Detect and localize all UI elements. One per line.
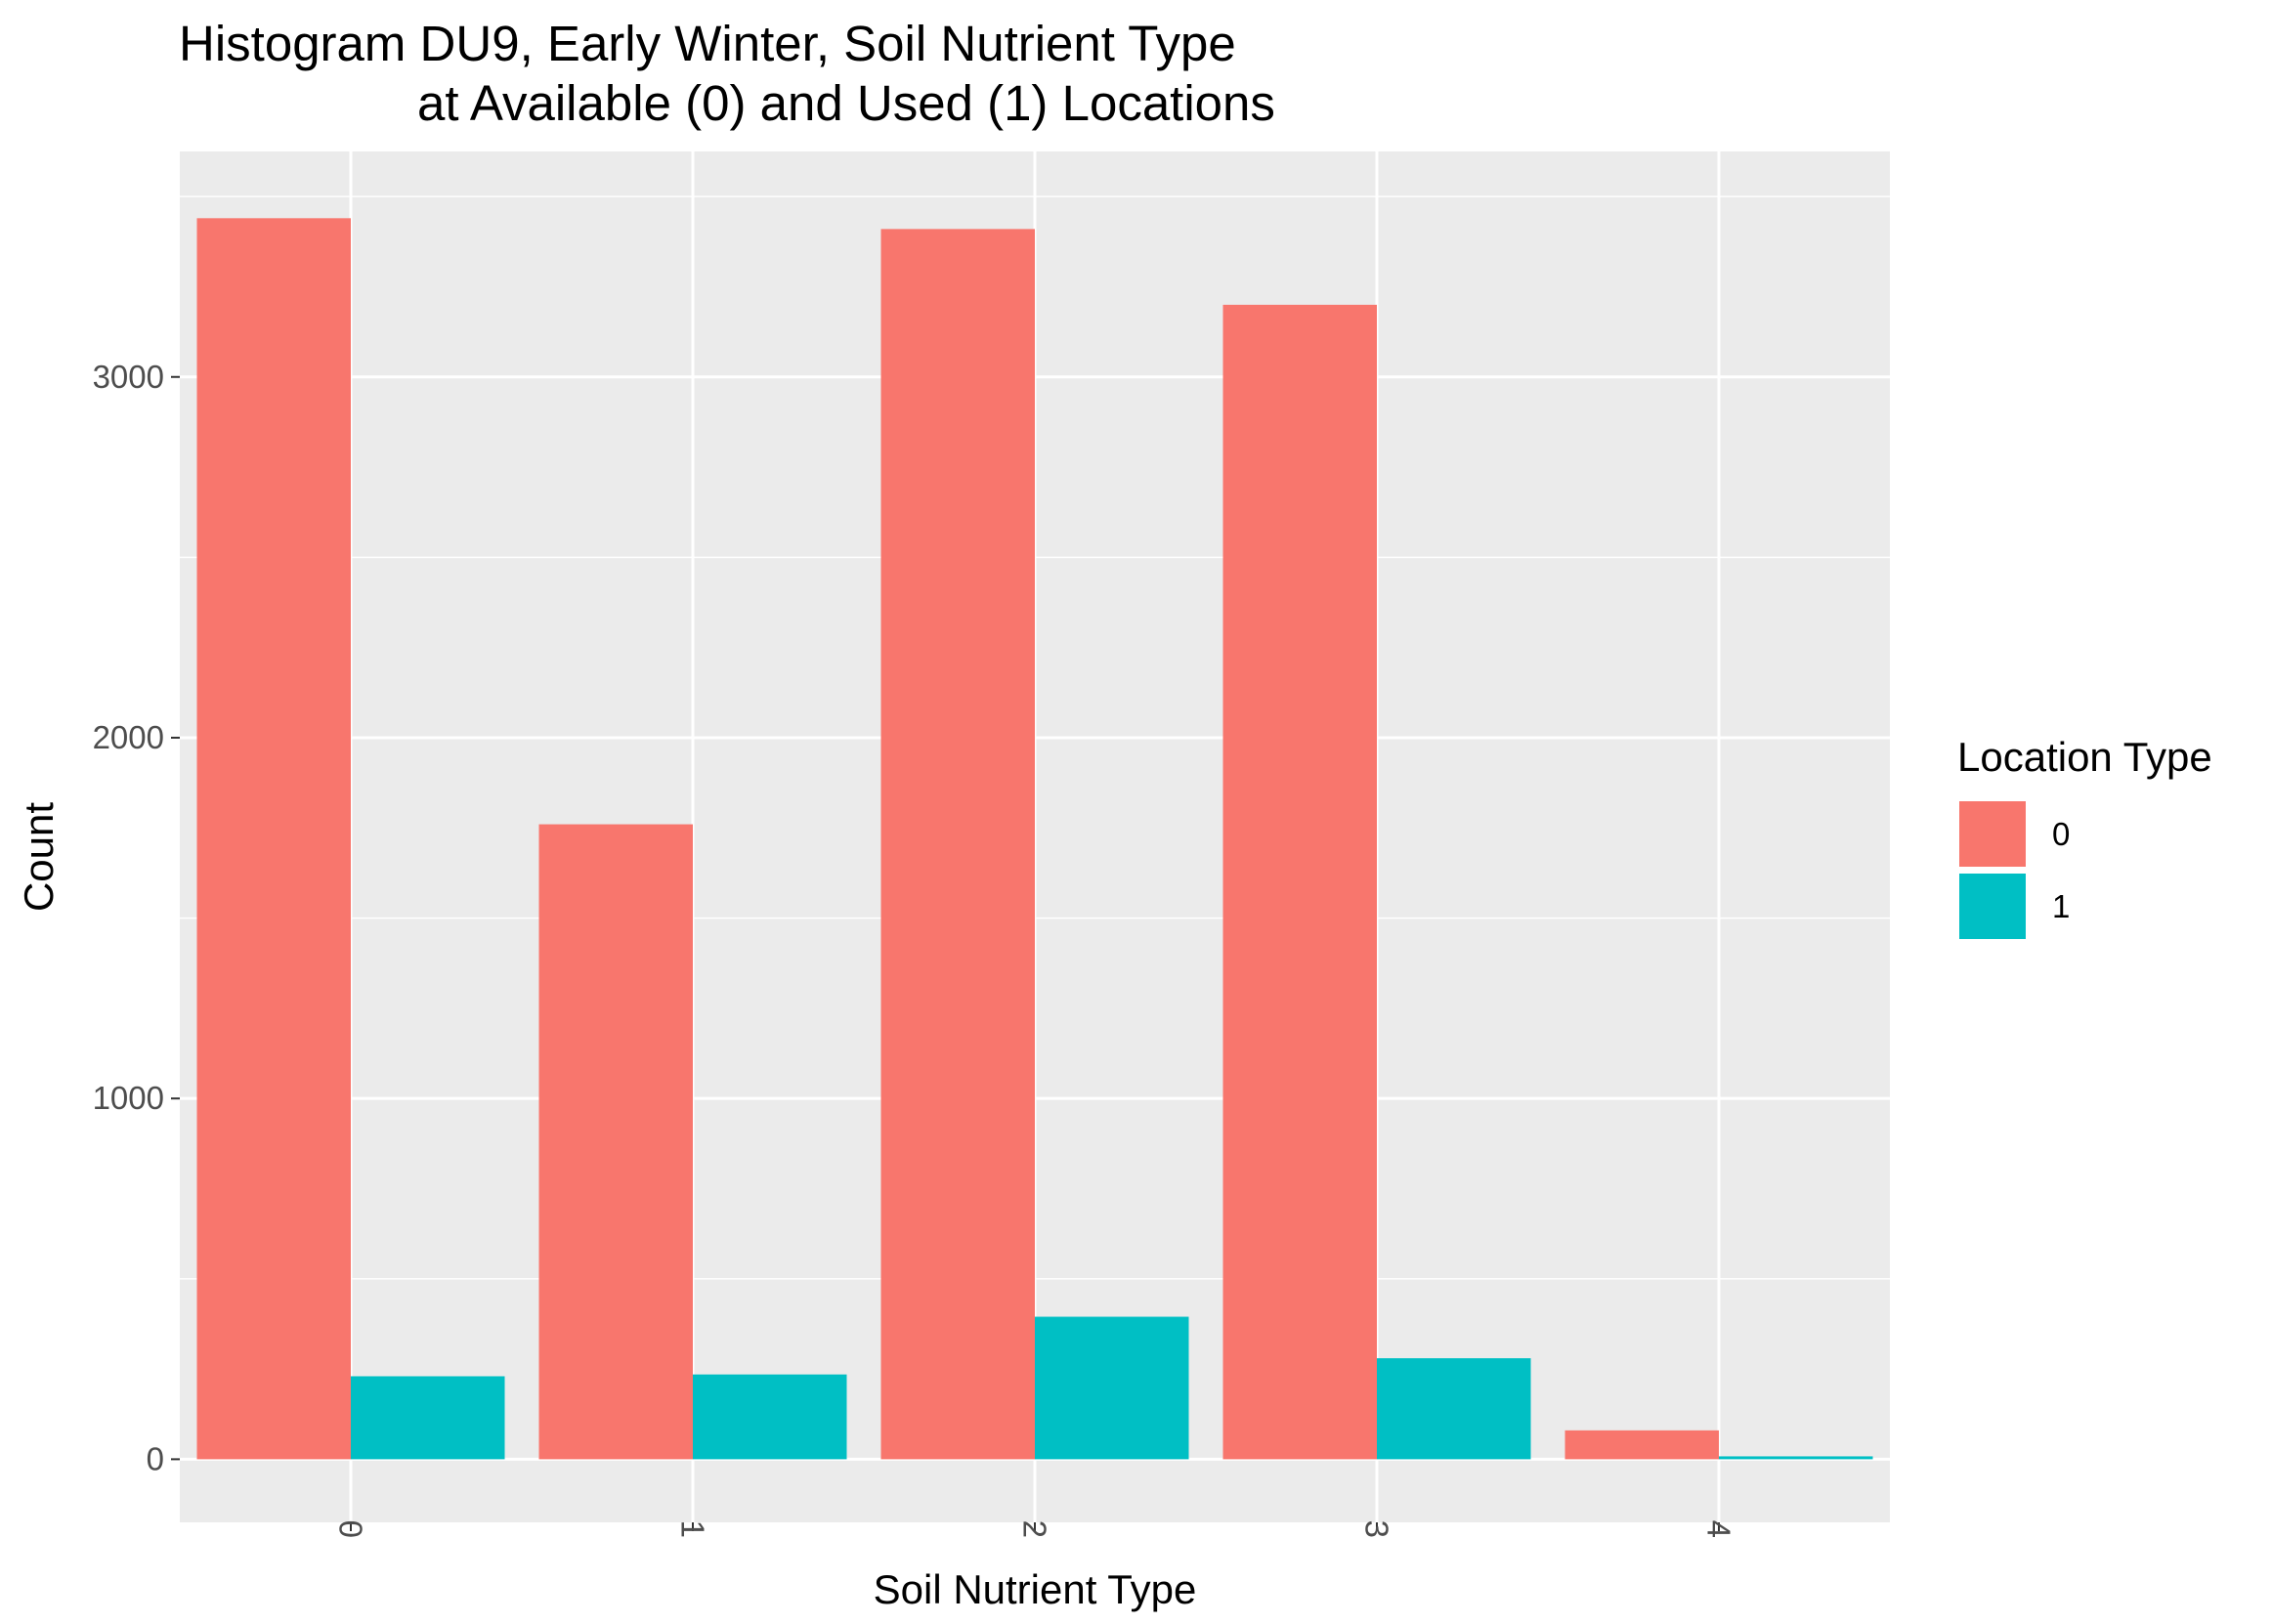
bar: [538, 824, 693, 1460]
bar: [880, 229, 1035, 1460]
x-axis-title: Soil Nutrient Type: [874, 1566, 1197, 1612]
chart-title-line2: at Available (0) and Used (1) Locations: [417, 75, 1275, 131]
chart-title-line1: Histogram DU9, Early Winter, Soil Nutrie…: [179, 16, 1236, 71]
legend-key: [1959, 874, 2026, 939]
bar: [1719, 1456, 1873, 1460]
bars: [196, 218, 1873, 1460]
legend-label: 0: [2052, 816, 2070, 852]
y-axis-title: Count: [16, 802, 62, 912]
bar: [1222, 304, 1377, 1460]
y-tick-label: 1000: [93, 1080, 164, 1116]
y-tick-label: 3000: [93, 359, 164, 395]
y-axis: 0 1000 2000 3000: [93, 359, 180, 1476]
x-tick-label: 3: [1359, 1520, 1395, 1538]
bar: [196, 218, 351, 1460]
y-tick-label: 2000: [93, 719, 164, 755]
legend: Location Type 0 1: [1957, 734, 2212, 939]
y-tick-label: 0: [147, 1440, 164, 1476]
x-tick-label: 1: [675, 1520, 711, 1538]
bar: [693, 1374, 847, 1460]
legend-title: Location Type: [1957, 734, 2212, 780]
legend-label: 1: [2052, 888, 2070, 924]
bar: [1564, 1430, 1719, 1460]
bar: [1035, 1316, 1189, 1460]
x-tick-label: 2: [1017, 1520, 1053, 1538]
legend-key: [1959, 801, 2026, 867]
x-tick-label: 0: [333, 1520, 369, 1538]
bar: [1377, 1358, 1531, 1460]
x-axis: 0 1 2 3 4: [333, 1520, 1737, 1538]
x-tick-label: 4: [1701, 1520, 1737, 1538]
bar: [351, 1376, 505, 1460]
